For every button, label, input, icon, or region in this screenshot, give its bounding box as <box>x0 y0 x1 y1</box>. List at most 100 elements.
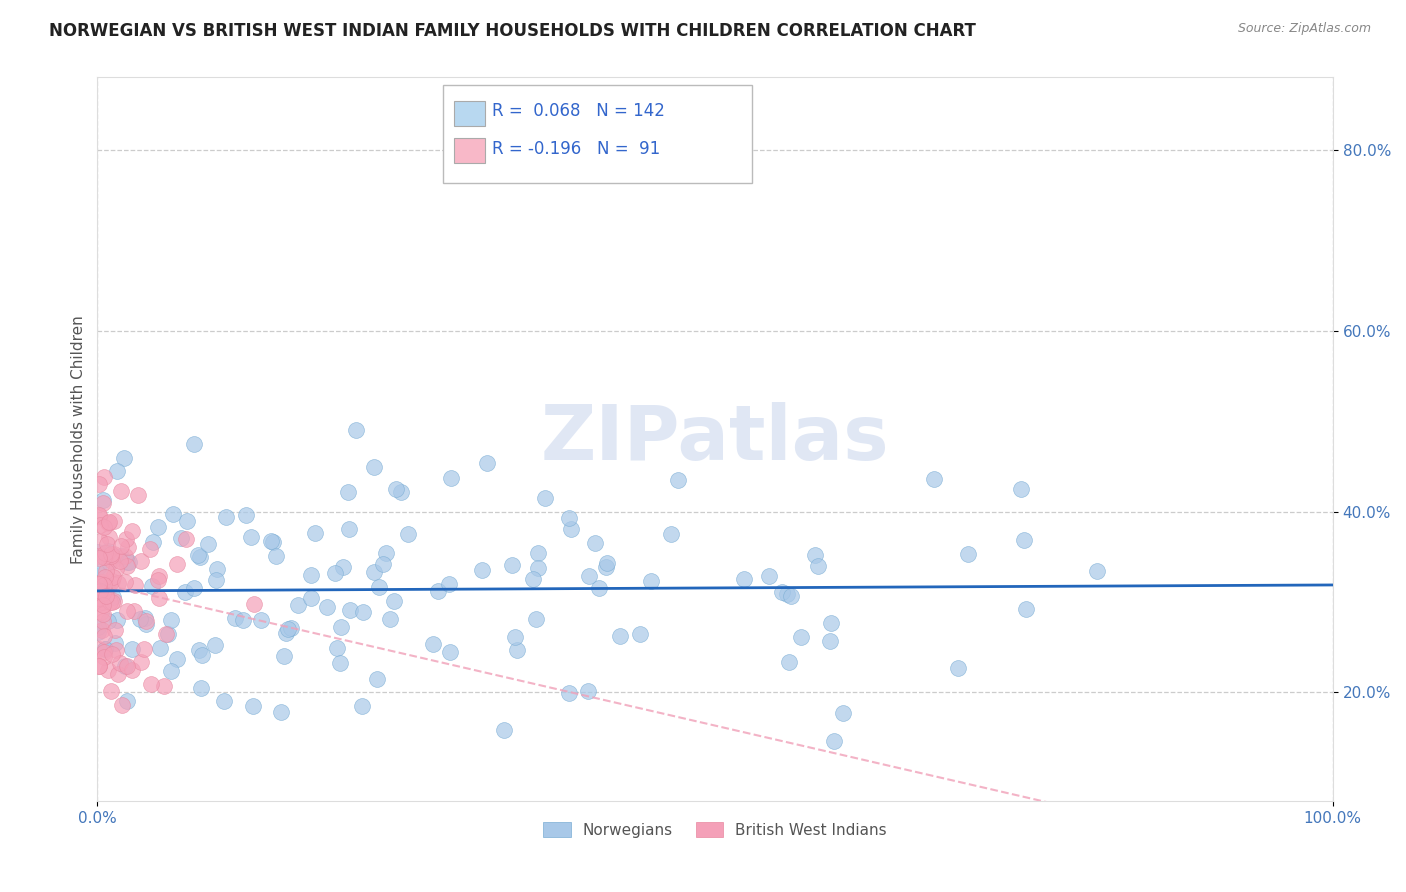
Point <box>363 459 385 474</box>
Point <box>89 591 111 605</box>
Point <box>101 648 124 662</box>
Point <box>91 598 114 612</box>
Text: Source: ZipAtlas.com: Source: ZipAtlas.com <box>1237 22 1371 36</box>
Point <box>97 579 120 593</box>
Point <box>596 556 619 570</box>
Point <box>373 557 395 571</box>
Text: R =  0.068   N = 142: R = 0.068 N = 142 <box>492 103 665 120</box>
Point <box>100 684 122 698</box>
Point <box>155 627 177 641</box>
Point <box>146 573 169 587</box>
Point <box>339 603 361 617</box>
Point <box>166 557 188 571</box>
Point <box>389 485 412 500</box>
Point <box>1015 602 1038 616</box>
Point <box>440 471 463 485</box>
Point <box>807 558 830 573</box>
Point <box>758 569 780 583</box>
Point <box>93 645 115 659</box>
Point <box>187 548 209 562</box>
Point <box>97 516 120 531</box>
Point <box>506 642 529 657</box>
Point <box>527 560 550 574</box>
Point <box>121 663 143 677</box>
Point <box>108 656 131 670</box>
Point <box>609 629 631 643</box>
Point <box>259 534 281 549</box>
Point <box>578 569 600 583</box>
Point <box>91 586 114 600</box>
Point <box>91 614 114 628</box>
Point <box>112 451 135 466</box>
Point <box>91 595 114 609</box>
Point <box>240 530 263 544</box>
Point <box>114 575 136 590</box>
Point <box>274 626 297 640</box>
Point <box>87 642 110 657</box>
Point <box>588 582 610 596</box>
Point <box>89 659 111 673</box>
Point <box>87 596 110 610</box>
Point <box>96 536 118 550</box>
Point <box>108 554 131 568</box>
Point <box>87 551 110 566</box>
Point <box>183 437 205 451</box>
Point <box>188 549 211 564</box>
Point <box>117 694 139 708</box>
Text: ZIPatlas: ZIPatlas <box>541 402 890 476</box>
Point <box>107 666 129 681</box>
Point <box>733 572 755 586</box>
Point <box>90 624 112 638</box>
Point <box>87 508 110 522</box>
Point <box>557 510 579 524</box>
Point <box>205 573 228 587</box>
Point <box>332 560 354 574</box>
Point <box>104 636 127 650</box>
Point <box>101 554 124 568</box>
Point <box>183 581 205 595</box>
Point <box>101 574 124 588</box>
Point <box>91 496 114 510</box>
Point <box>87 619 110 633</box>
Point <box>396 527 419 541</box>
Point <box>114 549 136 563</box>
Point <box>124 578 146 592</box>
Point <box>790 630 813 644</box>
Point <box>89 567 111 582</box>
Point <box>190 681 212 695</box>
Point <box>86 624 108 639</box>
Point <box>97 615 120 629</box>
Point <box>115 559 138 574</box>
Point <box>142 535 165 549</box>
Point <box>505 631 527 645</box>
Point <box>118 555 141 569</box>
Point <box>368 580 391 594</box>
Point <box>778 655 800 669</box>
Point <box>93 520 115 534</box>
Point <box>273 648 295 663</box>
Point <box>262 534 284 549</box>
Point <box>91 607 114 621</box>
Point <box>93 549 115 564</box>
Point <box>494 723 516 737</box>
Point <box>89 534 111 549</box>
Point <box>329 620 352 634</box>
Point <box>97 515 120 529</box>
Point <box>162 507 184 521</box>
Point <box>437 577 460 591</box>
Point <box>640 574 662 588</box>
Point <box>187 643 209 657</box>
Point <box>337 522 360 536</box>
Point <box>115 555 138 569</box>
Point <box>823 734 845 748</box>
Point <box>350 699 373 714</box>
Point <box>232 613 254 627</box>
Point <box>384 483 406 497</box>
Point <box>946 661 969 675</box>
Point <box>527 546 550 560</box>
Point <box>215 510 238 524</box>
Point <box>160 664 183 678</box>
Point <box>117 540 139 554</box>
Point <box>87 509 110 524</box>
Point <box>157 627 180 641</box>
